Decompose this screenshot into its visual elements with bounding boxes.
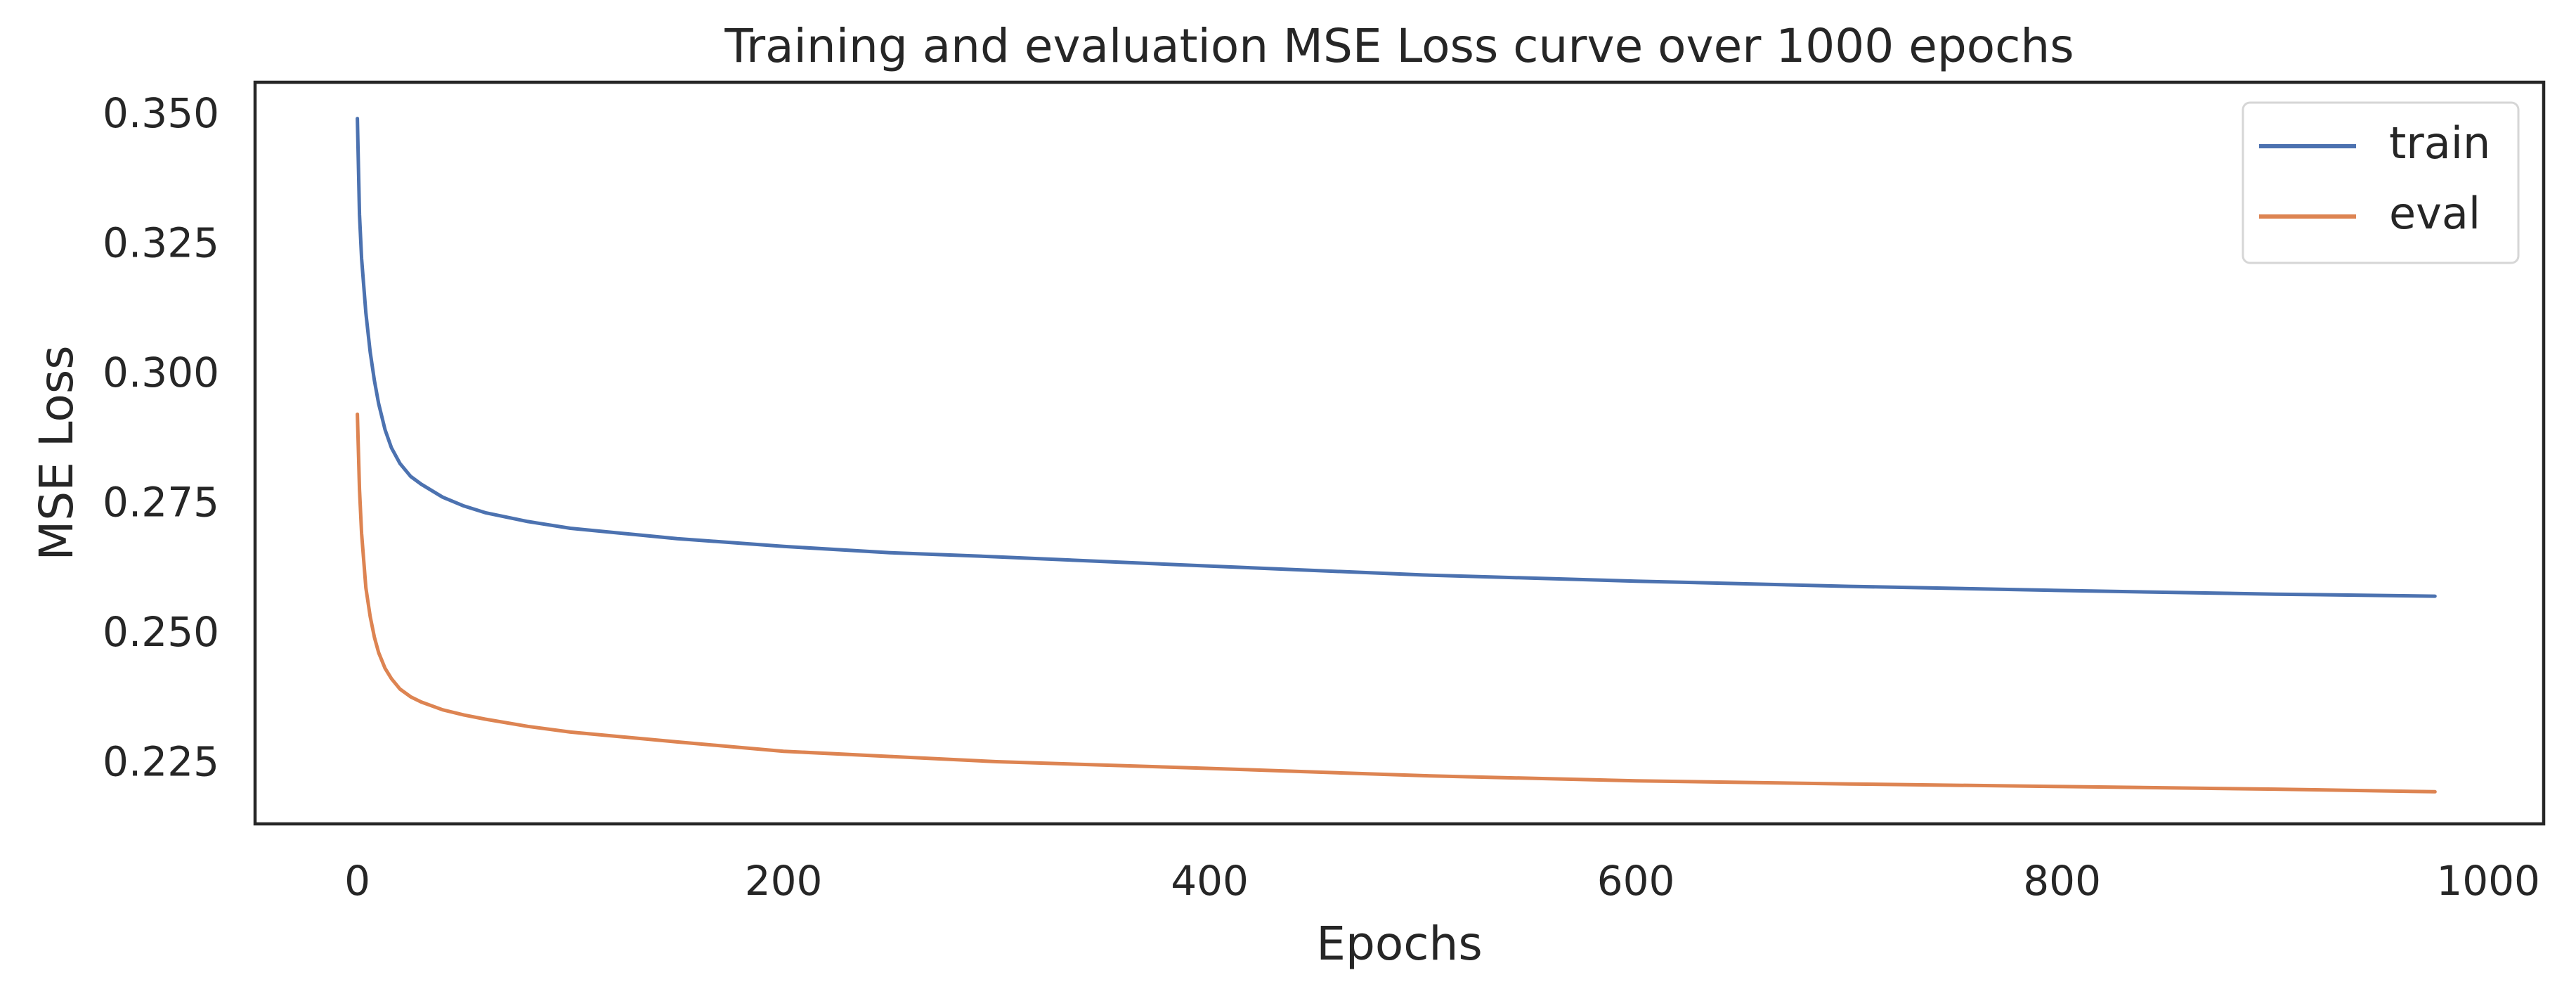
y-tick-label: 0.225 (103, 737, 219, 785)
chart-title: Training and evaluation MSE Loss curve o… (724, 19, 2074, 73)
legend: train eval (2242, 101, 2520, 264)
y-tick-label: 0.250 (103, 608, 219, 656)
y-tick-label: 0.275 (103, 478, 219, 526)
y-tick-label: 0.300 (103, 349, 219, 396)
x-tick-label: 200 (745, 857, 823, 905)
y-axis-label: MSE Loss (30, 345, 84, 560)
plot-frame (253, 80, 2546, 826)
x-axis: 0 200 400 600 800 1000 (344, 857, 2540, 905)
x-tick-label: 800 (2023, 857, 2101, 905)
x-tick-label: 600 (1597, 857, 1675, 905)
series-line-eval (356, 412, 2437, 794)
legend-label-train: train (2389, 117, 2490, 169)
y-tick-label: 0.350 (103, 89, 219, 137)
y-tick-label: 0.325 (103, 219, 219, 267)
x-tick-label: 0 (344, 857, 370, 905)
y-axis: 0.225 0.250 0.275 0.300 0.325 0.350 (103, 89, 219, 785)
series-line-train (356, 117, 2437, 598)
plot-area (356, 117, 2437, 794)
x-tick-label: 400 (1171, 857, 1249, 905)
x-tick-label: 1000 (2436, 857, 2540, 905)
legend-label-eval: eval (2389, 188, 2480, 239)
x-axis-label: Epochs (1316, 917, 1482, 971)
legend-box (2242, 101, 2520, 264)
